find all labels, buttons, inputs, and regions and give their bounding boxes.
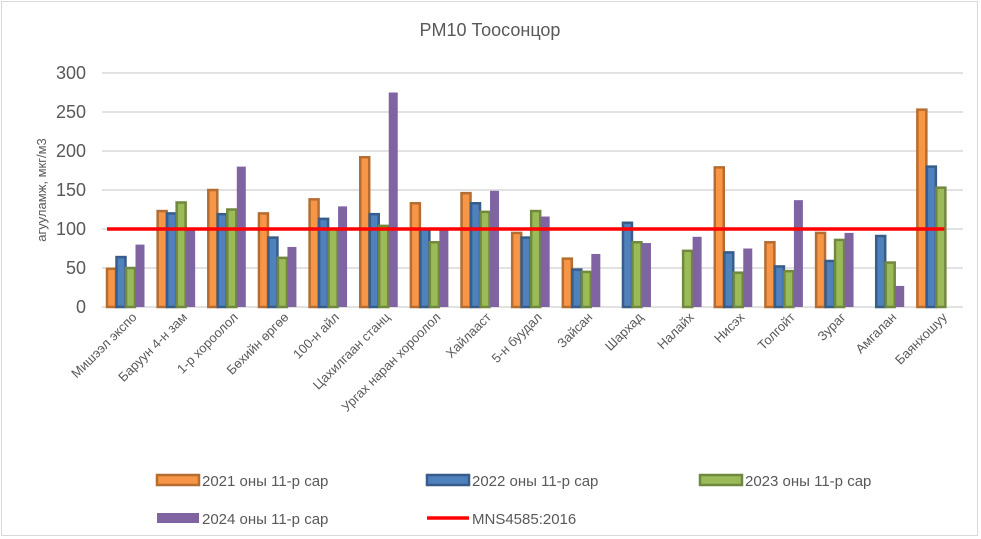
bar	[723, 251, 735, 309]
bar	[591, 253, 601, 307]
bar	[692, 236, 702, 307]
x-tick-label: Шархад	[602, 309, 646, 353]
bar	[207, 188, 219, 309]
y-tick-label: 200	[56, 141, 86, 161]
bar	[236, 166, 246, 307]
bar	[529, 209, 542, 309]
bar	[681, 249, 694, 309]
bar	[469, 202, 482, 309]
x-tick-label: Амгалан	[852, 310, 899, 357]
bar	[641, 243, 651, 307]
legend-swatch	[157, 513, 199, 523]
x-tick-label: Баянхошуу	[892, 309, 950, 367]
bar	[317, 217, 330, 309]
bar	[156, 209, 168, 309]
bar	[874, 234, 887, 309]
bar	[377, 224, 390, 309]
bar	[510, 231, 523, 309]
bar	[773, 265, 786, 309]
y-tick-label: 300	[56, 63, 86, 83]
bar	[460, 191, 472, 309]
bar	[409, 202, 422, 309]
y-tick-label: 50	[66, 258, 86, 278]
bar	[267, 236, 279, 309]
bar	[439, 229, 449, 307]
bar	[327, 227, 339, 309]
bar	[428, 241, 441, 309]
bar	[226, 208, 238, 309]
bar	[276, 256, 289, 309]
bar	[540, 216, 550, 307]
bar	[621, 221, 634, 309]
legend-label: 2021 оны 11-р сар	[202, 473, 328, 490]
bar	[135, 244, 145, 307]
bar	[833, 238, 846, 309]
x-tick-label: Нисэх	[711, 309, 748, 346]
bar	[783, 269, 795, 309]
x-tick-label: Зайсан	[554, 310, 595, 351]
y-tick-label: 0	[76, 297, 86, 317]
bar	[884, 261, 896, 309]
bar	[814, 231, 827, 309]
bar	[124, 266, 137, 309]
bar	[916, 108, 928, 309]
bar	[571, 268, 583, 309]
bar	[115, 255, 127, 309]
bar	[764, 241, 776, 309]
bar	[713, 166, 726, 309]
legend-swatch	[155, 473, 201, 487]
bar	[105, 267, 118, 309]
bar	[824, 259, 836, 309]
bar	[895, 285, 905, 307]
x-tick-label: 100-н айл	[290, 310, 342, 362]
bar	[490, 190, 500, 307]
bar	[338, 206, 348, 307]
bar	[844, 232, 854, 307]
x-tick-label: Ургах наран хороолол	[338, 310, 443, 415]
chart-title: PM10 Тоосонцор	[420, 20, 561, 40]
bar	[793, 200, 803, 307]
y-tick-label: 100	[56, 219, 86, 239]
legend-swatch	[698, 473, 744, 487]
legend-swatch	[425, 473, 471, 487]
bar	[479, 210, 491, 309]
bar	[287, 246, 297, 307]
y-tick-label: 250	[56, 102, 86, 122]
legend-label: 2024 оны 11-р сар	[202, 511, 328, 528]
x-tick-label: Хайлааст	[443, 309, 494, 360]
bar	[358, 155, 371, 309]
x-tick-label: Толгойт	[755, 309, 798, 352]
bar	[175, 201, 187, 309]
x-tick-label: Зураг	[814, 309, 848, 343]
y-axis-label: агууламж, мкг/м3	[34, 138, 49, 242]
bar	[419, 227, 431, 309]
x-tick-label: Налайх	[654, 309, 697, 352]
bar	[925, 165, 938, 309]
legend-label: 2022 оны 11-р сар	[472, 473, 598, 490]
bar	[580, 270, 593, 309]
bar	[732, 271, 745, 309]
bar	[631, 241, 643, 309]
legend-label: MNS4585:2016	[472, 511, 576, 528]
bar	[308, 198, 320, 309]
bar	[388, 92, 398, 307]
legend-label: 2023 оны 11-р сар	[745, 473, 871, 490]
x-tick-label: 5-н буудал	[489, 310, 545, 366]
bar	[935, 186, 947, 309]
bar	[561, 257, 574, 309]
bar	[520, 236, 532, 309]
y-tick-label: 150	[56, 180, 86, 200]
bar	[743, 248, 753, 307]
bar	[186, 229, 196, 307]
